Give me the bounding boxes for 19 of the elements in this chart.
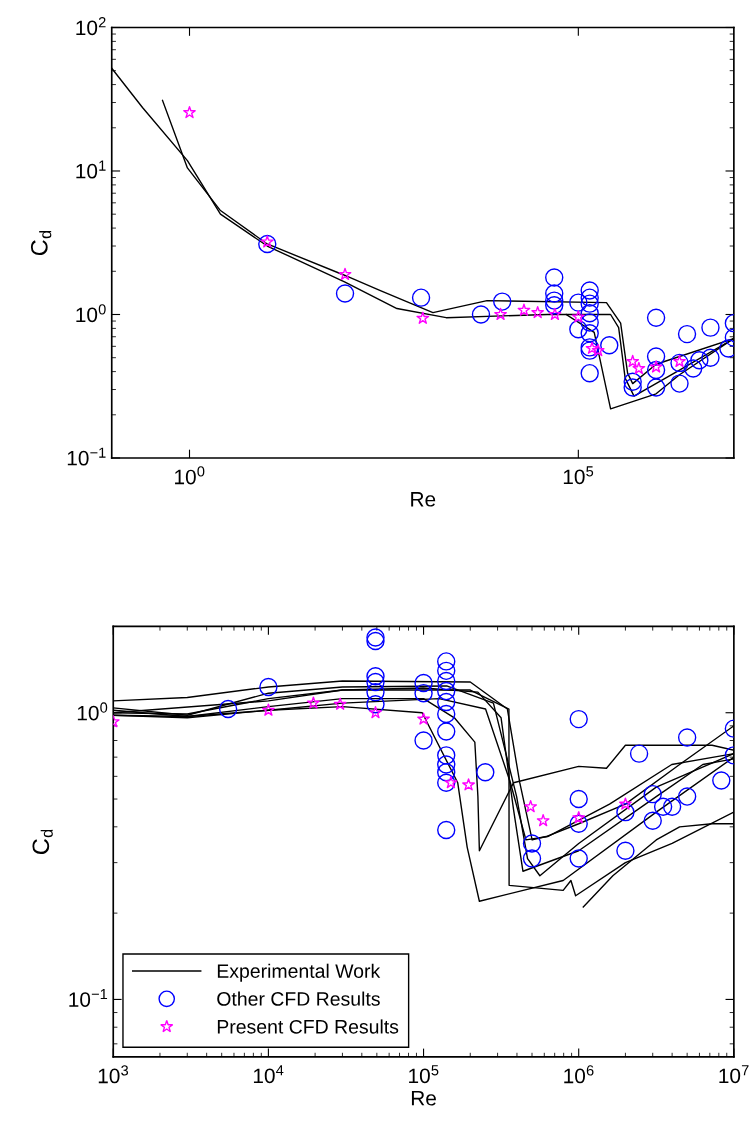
x-tick-label: 10$^{5}$ — [409, 1065, 439, 1084]
x-tick-label: 10$^{3}$ — [98, 1065, 129, 1084]
y-tick-label: 10$^{0}$ — [77, 702, 108, 721]
y-tick-label: 10$^{0}$ — [76, 304, 106, 323]
y-tick-label: 10$^{−1}$ — [69, 989, 108, 1007]
y-tick-label: 10$^{−1}$ — [67, 447, 106, 466]
x-tick-label: 10$^{6}$ — [564, 1065, 594, 1084]
legend-label: Present CFD Results — [217, 1019, 399, 1034]
x-axis-title: Re — [411, 492, 436, 507]
x-axis-title: Re — [411, 1091, 436, 1106]
x-tick-label: 10$^{4}$ — [253, 1065, 284, 1084]
x-tick-label: 10$^{7}$ — [719, 1065, 749, 1084]
y-tick-label: 10$^{1}$ — [76, 160, 106, 179]
y-axis-title: C$_{d}$ — [30, 230, 52, 256]
legend-label: Other CFD Results — [217, 991, 380, 1006]
legend-label: Experimental Work — [217, 963, 381, 982]
y-axis-title: C$_{d}$ — [32, 829, 53, 855]
y-tick-label: 10$^{2}$ — [76, 17, 106, 36]
x-tick-label: 10$^{5}$ — [563, 466, 594, 485]
